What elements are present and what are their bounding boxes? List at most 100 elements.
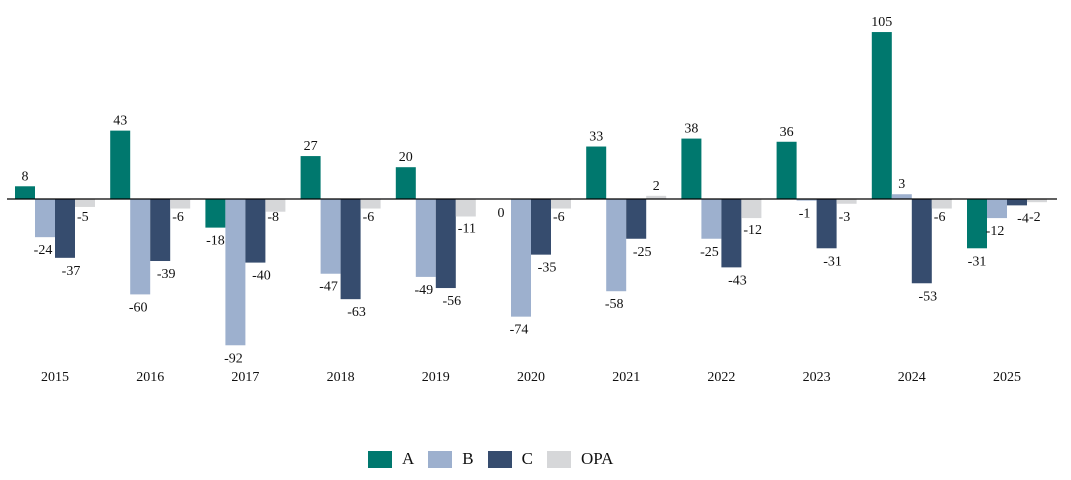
data-label-a-2025: -31 [968,254,987,269]
data-label-b-2021: -58 [605,297,624,312]
data-label-b-2020: -74 [510,323,529,338]
data-label-c-2017: -40 [252,269,271,284]
data-label-opa-2024: -6 [934,210,946,225]
legend-swatch-a [368,450,392,468]
bar-c-2015 [55,199,75,258]
legend: A B C OPA [368,449,627,469]
legend-item-a: A [368,449,414,469]
bar-opa-2020 [551,199,571,209]
data-label-c-2018: -63 [347,305,366,320]
data-label-b-2023: -1 [799,207,811,222]
legend-item-c: C [487,449,533,469]
bar-b-2018 [320,199,341,274]
data-label-c-2015: -37 [62,264,81,279]
data-label-b-2019: -49 [414,283,433,298]
bar-b-2025 [987,199,1007,219]
data-label-b-2015: -24 [34,243,53,258]
legend-swatch-c [487,450,512,468]
x-tick-label-2025: 2025 [993,370,1021,385]
bar-a-2024 [871,32,892,199]
bar-a-2017 [205,199,226,228]
legend-label-b: B [462,449,474,468]
bar-a-2016 [110,130,131,199]
bar-b-2015 [35,199,55,238]
legend-swatch-b [428,450,453,468]
data-label-opa-2023: -3 [839,210,851,225]
data-label-opa-2019: -11 [458,221,476,236]
bar-opa-2017 [265,199,286,212]
data-label-a-2016: 43 [113,114,127,129]
bar-b-2021 [606,199,627,292]
data-label-b-2024: 3 [898,177,905,192]
x-axis-ticks: 2015 2016 2017 2018 2019 2020 2021 2022 2023 2024… [41,370,1021,385]
x-tick-label-2024: 2024 [898,370,926,385]
data-label-a-2021: 33 [589,130,603,145]
data-label-c-2019: -56 [442,294,461,309]
bar-c-2018 [340,199,361,300]
data-label-opa-2025: -2 [1029,210,1041,225]
data-label-opa-2020: -6 [553,210,565,225]
bar-opa-2019 [455,199,476,217]
data-label-b-2025: -12 [986,224,1005,239]
data-label-opa-2022: -12 [743,223,762,238]
data-label-opa-2017: -8 [267,210,279,225]
x-tick-label-2020: 2020 [517,370,545,385]
legend-swatch-opa [546,450,571,468]
data-label-opa-2021: 2 [653,179,660,194]
data-label-b-2018: -47 [319,280,338,295]
data-label-b-2016: -60 [129,300,148,315]
data-label-c-2025: -4 [1017,211,1029,226]
data-label-opa-2018: -6 [363,210,375,225]
bar-opa-2022 [741,199,762,219]
x-tick-label-2016: 2016 [136,370,164,385]
bar-a-2023 [776,141,797,199]
x-tick-label-2021: 2021 [612,370,640,385]
bar-b-2017 [225,199,246,346]
data-label-opa-2016: -6 [172,210,184,225]
bar-b-2024 [891,194,912,199]
x-tick-label-2023: 2023 [803,370,831,385]
data-label-a-2023: 36 [780,125,794,140]
x-tick-label-2019: 2019 [422,370,450,385]
data-label-b-2022: -25 [700,245,719,260]
data-label-a-2024: 105 [871,15,892,30]
bar-opa-2018 [360,199,381,209]
data-label-a-2022: 38 [684,122,698,137]
bar-a-2018 [300,156,321,199]
bar-opa-2021 [646,195,667,199]
bar-a-2021 [586,146,607,199]
data-label-c-2016: -39 [157,267,176,282]
legend-item-b: B [428,449,474,469]
bar-a-2019 [395,167,416,199]
data-label-a-2017: -18 [206,234,225,249]
data-label-a-2015: 8 [22,169,29,184]
bar-b-2022 [701,199,722,239]
bar-b-2023 [796,199,817,201]
bar-opa-2015 [75,199,95,207]
data-labels-layer: 8-24-37-543-60-39-6-18-92-40-827-47-63-6… [22,15,1041,366]
x-tick-label-2017: 2017 [231,370,259,385]
bar-opa-2025 [1027,199,1047,203]
data-label-opa-2015: -5 [77,210,89,225]
bar-b-2016 [130,199,151,295]
legend-item-opa: OPA [546,449,613,469]
bar-opa-2023 [836,199,857,204]
data-label-c-2020: -35 [538,261,557,276]
legend-label-c: C [521,449,533,468]
bar-a-2025 [967,199,987,249]
data-label-a-2019: 20 [399,150,413,165]
bar-chart: 8-24-37-543-60-39-6-18-92-40-827-47-63-6… [7,15,1057,385]
bar-opa-2024 [931,199,952,209]
legend-label-a: A [402,449,415,468]
bar-b-2020 [511,199,531,317]
data-label-c-2021: -25 [633,245,652,260]
data-label-a-2020: 0 [498,206,505,221]
bar-c-2024 [911,199,932,284]
bar-c-2021 [626,199,647,239]
bar-c-2019 [435,199,456,289]
data-label-c-2024: -53 [918,289,937,304]
bar-a-2015 [15,186,35,199]
bar-c-2017 [245,199,266,263]
data-label-c-2022: -43 [728,273,747,288]
bar-c-2016 [150,199,171,262]
